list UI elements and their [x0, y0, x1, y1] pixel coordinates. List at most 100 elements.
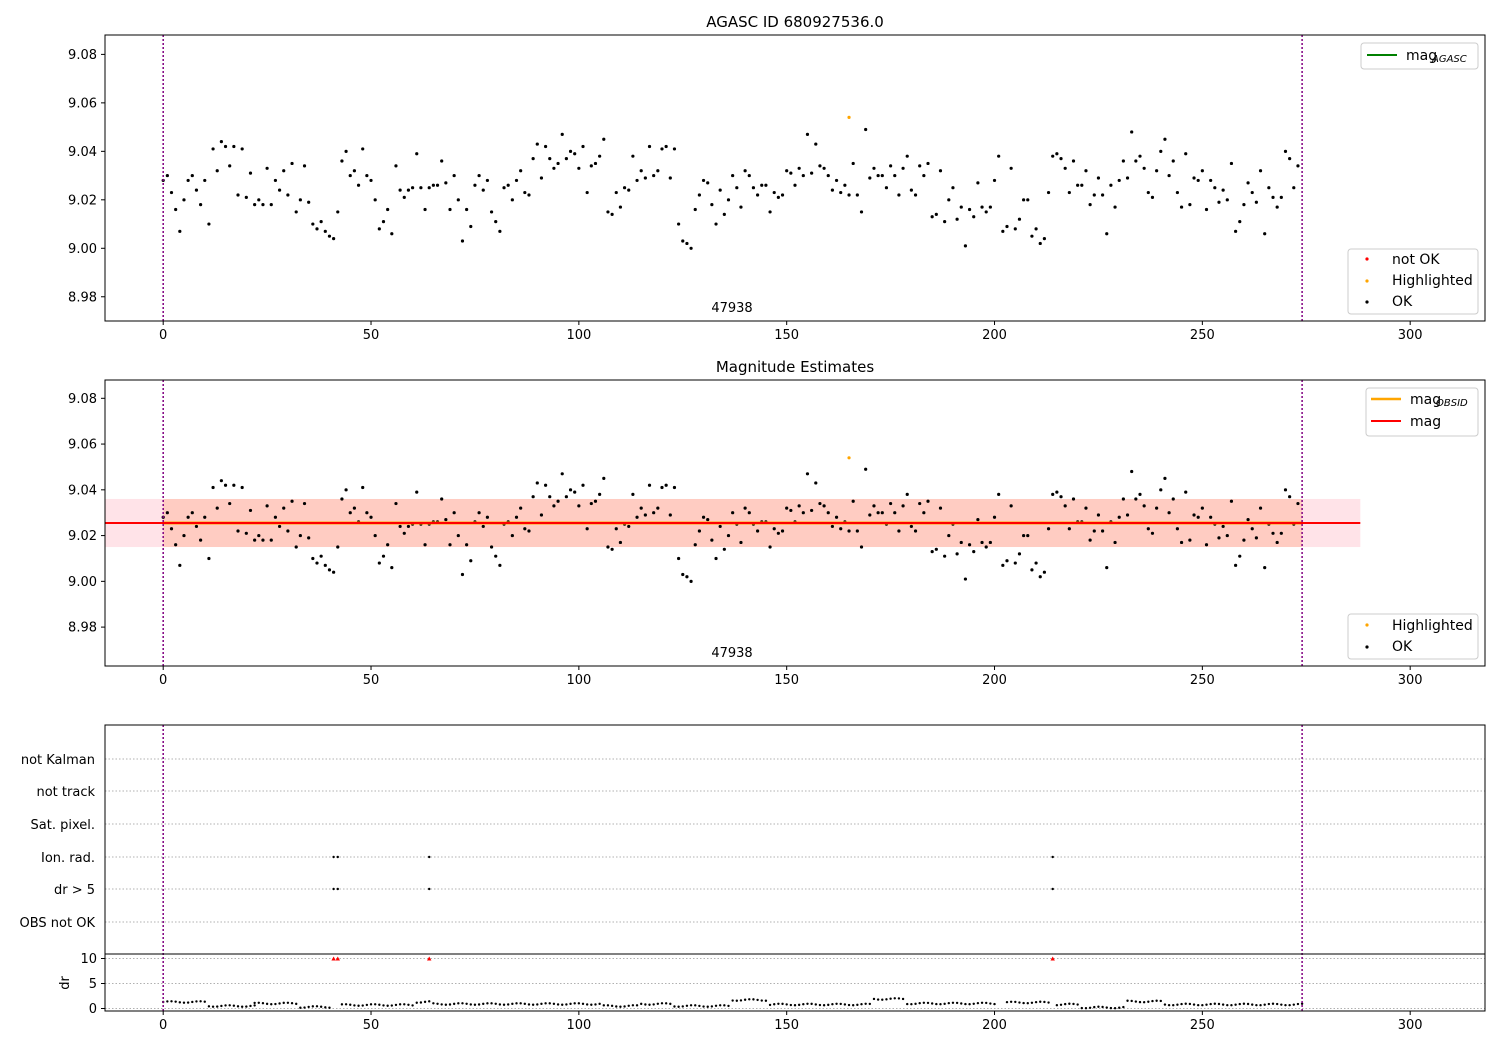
p2-point-ok: [834, 515, 839, 519]
p1-point-ok: [398, 188, 402, 192]
p2-point-ok: [489, 545, 494, 549]
p2-point-ok: [1009, 504, 1013, 508]
p2-point-ok: [959, 540, 963, 545]
p2-point-ok: [1234, 563, 1238, 567]
dr-point: [760, 999, 763, 1002]
p2-point-ok: [194, 524, 199, 529]
p1-point-ok: [273, 178, 278, 183]
p2-point-ok: [943, 554, 947, 558]
dr-point: [527, 1003, 531, 1006]
dr-point: [660, 1002, 664, 1005]
p2-point-ok: [1034, 561, 1038, 565]
p2-point-ok: [880, 511, 884, 515]
dr-point: [664, 1002, 668, 1005]
p1-point-ok: [556, 161, 560, 166]
dr-point: [1238, 1002, 1241, 1006]
flag-label-1: not track: [36, 785, 95, 800]
p2-point-ok: [768, 545, 772, 549]
p1-point-ok: [789, 171, 793, 175]
p2-point-ok: [747, 511, 751, 515]
p2-point-ok: [710, 538, 714, 542]
p1-point-ok: [1258, 169, 1263, 173]
p2-point-ok: [465, 543, 469, 547]
p2-point-ok: [718, 524, 722, 529]
p2-point-ok: [1296, 501, 1300, 506]
dr-point: [735, 999, 739, 1002]
p1-ytick-label-2: 9.02: [68, 193, 97, 208]
p2-point-ok: [889, 501, 893, 506]
p2-point-ok: [814, 481, 818, 485]
dr-point: [951, 1001, 955, 1004]
p1-point-ok: [373, 198, 377, 202]
p2-point-ok: [677, 556, 681, 561]
p1-point-ok: [1213, 186, 1217, 190]
dr-point: [831, 1003, 834, 1006]
p2-point-ok: [182, 533, 186, 538]
p2-point-ok: [1246, 517, 1250, 522]
p1-point-ok: [311, 222, 315, 226]
p2-point-ok: [1100, 529, 1105, 533]
p2-xtick-label-0: 0: [159, 673, 167, 688]
p1-point-ok: [182, 198, 186, 202]
legend-not-ok-label: not OK: [1392, 252, 1440, 268]
p1-frame: [104, 34, 1486, 322]
dr-point: [490, 1002, 493, 1005]
dr-point: [648, 1003, 651, 1006]
p3-xtick-label-0: 0: [159, 1018, 167, 1033]
dr-point: [1093, 1005, 1096, 1009]
p2-point-ok: [847, 529, 851, 533]
p1-point-ok: [336, 210, 340, 214]
dr-point: [523, 1002, 527, 1006]
p1-point-ok: [1271, 195, 1275, 199]
p1-point-ok: [1134, 159, 1138, 163]
p2-point-ok: [452, 511, 456, 515]
p2-xtick-label-6: 300: [1398, 673, 1423, 688]
p2-point-ok: [967, 543, 972, 547]
p1-point-ok: [186, 178, 190, 183]
dr-point: [340, 1003, 344, 1006]
dr-point: [328, 1006, 331, 1009]
p2-point-ok: [1242, 538, 1246, 542]
legend-highlighted-label: Highlighted: [1392, 273, 1473, 289]
p1-point-ok: [834, 178, 839, 183]
dr-point: [1097, 1005, 1100, 1008]
p1-point-ok: [785, 169, 789, 173]
p2-point-ok: [839, 527, 843, 531]
p2-point-ok: [722, 547, 726, 551]
dr-point: [1275, 1002, 1279, 1006]
p2-point-ok: [232, 483, 236, 487]
p2-point-ok: [223, 483, 228, 487]
p2-point-ok: [544, 483, 548, 487]
p1-point-ok: [901, 166, 905, 170]
dr-point: [585, 1003, 589, 1006]
p2-point-ok: [714, 556, 718, 561]
p1-point-ok: [585, 190, 589, 195]
dr-point: [1192, 1003, 1196, 1006]
p2-point-ok: [178, 563, 182, 567]
p1-legend-lines: mag AGASC: [1360, 42, 1479, 70]
dr-point: [315, 1005, 319, 1008]
dr-point: [1138, 1000, 1142, 1004]
dr-point: [972, 1002, 975, 1006]
dr-point: [860, 1003, 863, 1006]
p1-point-ok: [893, 173, 897, 178]
p2-point-ok: [1155, 506, 1159, 510]
p1-point-ok: [681, 239, 685, 243]
p1-point-ok: [905, 154, 909, 158]
p1-point-ok: [1288, 157, 1292, 161]
dr-outlier-marker: [1050, 956, 1055, 961]
p1-point-ok: [668, 176, 672, 180]
p2-point-ok: [1150, 531, 1155, 535]
legend-ok-label: OK: [1392, 294, 1413, 310]
p1-point-ok: [1292, 186, 1296, 190]
p1-point-ok: [868, 176, 872, 180]
p2-point-ok: [523, 527, 527, 531]
dr-point: [1205, 1003, 1208, 1006]
p1-point-ok: [415, 152, 419, 156]
p2-point-ok: [938, 506, 943, 510]
dr-point: [203, 1000, 206, 1003]
p1-point-ok: [332, 236, 336, 241]
dr-point: [777, 1002, 780, 1005]
dr-point: [710, 1005, 714, 1008]
dr-point: [1213, 1002, 1217, 1005]
